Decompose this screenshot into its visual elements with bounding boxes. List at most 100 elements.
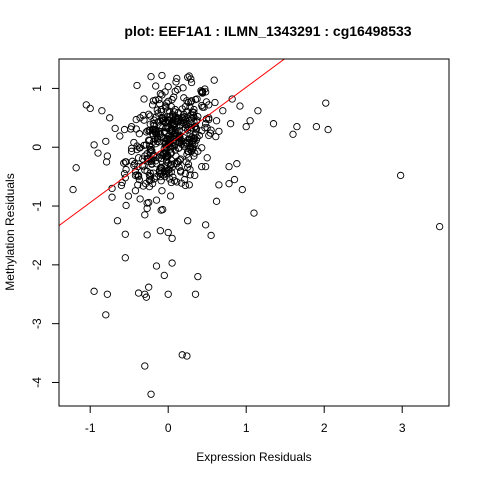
data-point [154,109,162,117]
data-point [141,362,149,370]
data-point [205,101,213,109]
y-axis: -4 -3 -2 -1 0 1 [30,85,59,388]
data-point [225,162,233,171]
data-point [191,149,199,157]
data-point [207,231,215,240]
data-point [122,201,130,210]
data-point [203,154,211,162]
data-point [162,102,170,110]
data-point [190,105,198,114]
data-point [191,171,199,180]
data-point [396,171,405,180]
x-tick-label: 0 [165,421,172,435]
data-point [236,102,244,110]
data-point [149,125,158,134]
data-point [157,206,165,214]
data-point [233,160,241,168]
data-point [242,122,250,131]
data-point [189,111,197,119]
data-point [187,98,195,106]
data-point [145,182,154,191]
data-point [181,181,190,190]
data-point [132,115,140,124]
data-point [168,259,176,267]
data-point [254,107,262,115]
data-point [189,137,197,145]
data-point [128,157,136,165]
data-point [131,160,139,168]
data-point [121,254,129,262]
data-point [116,132,124,140]
data-point [211,98,219,107]
data-point [161,88,169,96]
data-point [158,187,166,195]
data-point [152,131,161,139]
data-point [148,101,157,109]
data-point [205,131,213,140]
data-point [250,209,258,217]
data-point [170,120,179,128]
data-point [106,114,114,122]
data-point [178,351,186,359]
data-point [149,138,158,146]
data-point [203,124,211,132]
data-point [183,97,191,105]
data-point [191,95,200,104]
data-point [184,136,192,144]
chart-title: plot: EEF1A1 : ILMN_1343291 : cg16498533 [124,23,411,39]
data-point [186,171,194,179]
data-point [168,164,176,172]
data-point [157,154,165,163]
data-point [152,196,161,204]
data-point [201,124,209,132]
data-point [145,136,153,144]
data-point [187,75,195,83]
data-point [102,137,110,145]
data-point [173,74,181,83]
data-point [212,117,221,125]
data-point [246,117,254,125]
data-point [149,169,158,177]
data-point [185,181,193,189]
data-point [127,122,136,131]
data-point [312,122,321,131]
data-point [135,175,143,184]
data-point [324,125,332,134]
data-point [121,174,129,182]
data-point [171,87,179,95]
data-point [127,147,136,155]
data-point [143,231,151,239]
data-point [141,166,149,174]
data-point [164,166,172,174]
x-axis-label: Expression Residuals [196,450,311,464]
data-point [212,132,220,141]
data-point [184,217,192,225]
data-point [225,180,233,188]
data-point [166,149,175,157]
data-point [167,156,175,164]
data-point [134,154,143,162]
data-point [201,162,210,171]
data-point [164,82,172,91]
plot-area [59,59,444,398]
data-point [206,129,214,137]
data-point [156,170,165,178]
data-point [117,181,126,190]
data-point [72,164,80,172]
data-point [187,78,196,87]
data-point [145,142,154,150]
data-point [147,72,155,81]
data-point [162,99,171,107]
data-point [120,159,128,167]
data-point [160,271,168,280]
data-point [201,85,209,93]
data-point [121,158,129,166]
data-point [136,114,144,122]
data-point [163,136,172,144]
data-point [140,95,148,103]
data-point [144,155,152,163]
data-point [194,112,202,121]
data-point [201,88,210,96]
